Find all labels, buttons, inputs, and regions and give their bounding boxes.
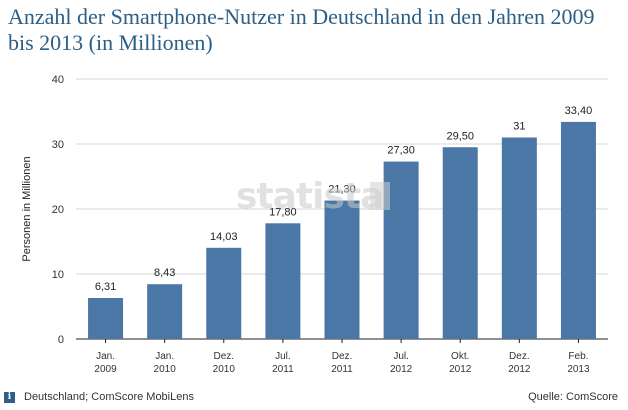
- x-tick-label: Feb.: [568, 351, 588, 362]
- y-axis-title: Personen in Millionen: [21, 156, 33, 261]
- x-tick-label: 2010: [213, 364, 236, 375]
- x-tick-label: Jan.: [155, 351, 174, 362]
- y-tick-label: 20: [52, 204, 64, 216]
- x-tick-label: Dez.: [332, 351, 353, 362]
- x-tick-label: 2009: [94, 364, 117, 375]
- data-label: 8,43: [154, 267, 175, 279]
- data-label: 14,03: [210, 231, 238, 243]
- bar: [442, 147, 478, 339]
- data-label: 6,31: [95, 281, 116, 293]
- x-tick-label: Jul.: [275, 351, 291, 362]
- bar: [324, 200, 360, 339]
- y-tick-label: 40: [52, 74, 64, 86]
- footer-source-note: i Deutschland; ComScore MobiLens: [4, 391, 194, 403]
- x-tick-label: Dez.: [213, 351, 234, 362]
- bar: [265, 223, 301, 339]
- footer-source-note-text: Deutschland; ComScore MobiLens: [24, 391, 194, 403]
- x-tick-label: 2013: [567, 364, 590, 375]
- x-tick-label: 2012: [390, 364, 413, 375]
- x-tick-label: Jul.: [393, 351, 409, 362]
- footer-source-label[interactable]: Quelle: ComScore: [528, 391, 618, 403]
- data-label: 27,30: [387, 145, 415, 157]
- data-label: 29,50: [446, 130, 474, 142]
- x-tick-label: Okt.: [451, 351, 469, 362]
- bar: [206, 247, 242, 339]
- watermark: statista: [236, 176, 384, 217]
- info-icon[interactable]: i: [4, 391, 15, 403]
- bar: [88, 297, 124, 339]
- x-tick-label: Jan.: [96, 351, 115, 362]
- bar: [560, 121, 596, 340]
- x-tick-label: 2010: [154, 364, 177, 375]
- bar: [501, 137, 537, 339]
- data-label: 31: [513, 121, 525, 133]
- y-tick-label: 0: [58, 334, 64, 346]
- y-tick-label: 10: [52, 269, 64, 281]
- chart-title: Anzahl der Smartphone-Nutzer in Deutschl…: [8, 4, 595, 55]
- bar: [147, 284, 183, 339]
- watermark-logo-icon: [370, 182, 390, 210]
- data-label: 17,80: [269, 206, 297, 218]
- x-tick-label: 2012: [449, 364, 472, 375]
- data-label: 33,40: [565, 105, 593, 117]
- y-tick-label: 30: [52, 139, 64, 151]
- x-tick-label: Dez.: [509, 351, 530, 362]
- x-tick-label: 2012: [508, 364, 531, 375]
- data-label: 21,30: [328, 184, 356, 196]
- x-tick-label: 2011: [272, 364, 294, 375]
- x-tick-label: 2011: [331, 364, 353, 375]
